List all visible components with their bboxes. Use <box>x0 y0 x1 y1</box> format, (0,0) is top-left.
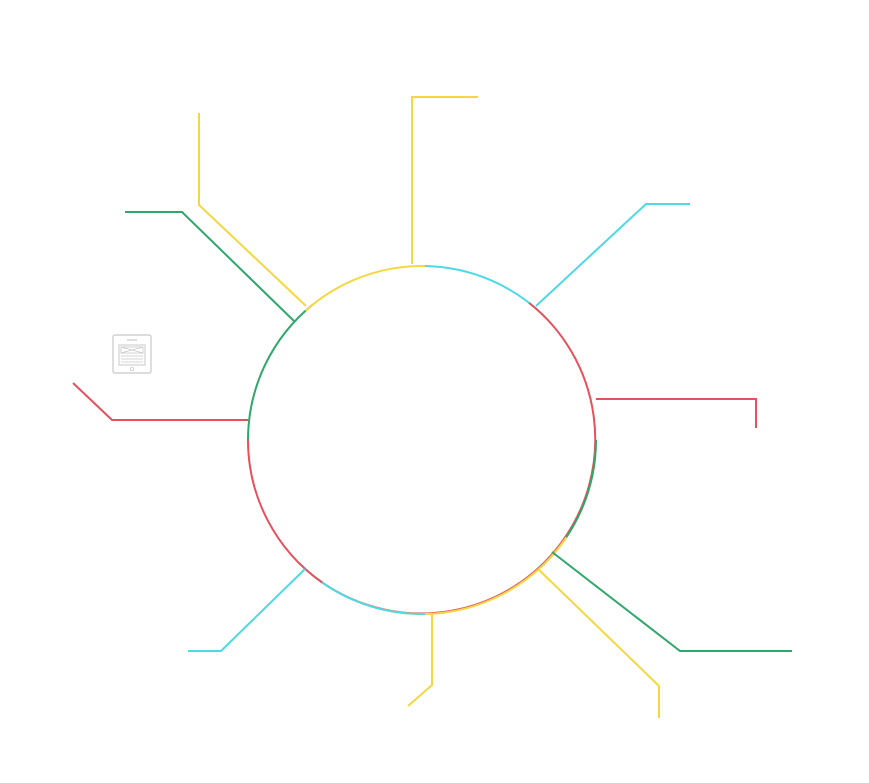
connector-red-left <box>72 382 248 421</box>
connector-cyan-bottom-left <box>188 568 306 652</box>
ring-arc-cyan-top <box>424 265 546 318</box>
ring-arc-cyan-bottom <box>298 562 426 616</box>
ring-arc-green-lower-right <box>540 439 598 569</box>
connector-yellow-top-left <box>198 113 307 307</box>
ring-arc-green-left <box>247 304 314 441</box>
connector-green-top-left <box>125 211 295 322</box>
ring-arc-red-right <box>321 302 597 615</box>
connector-yellow-top <box>411 96 478 264</box>
connector-yellow-bottom <box>407 614 433 707</box>
ring-arc-red-left <box>247 439 323 584</box>
ring <box>247 264 598 616</box>
ring-arc-yellow-top <box>304 264 426 312</box>
connectors <box>72 96 792 718</box>
connector-green-bottom-right <box>551 551 792 652</box>
icons <box>112 334 152 374</box>
mobile-phone-icon <box>112 334 152 374</box>
connector-yellow-bottom-right <box>537 568 660 718</box>
ring-arc-yellow-bottom <box>356 536 568 615</box>
connector-red-right <box>596 398 757 428</box>
connector-cyan-top-right <box>535 203 690 307</box>
